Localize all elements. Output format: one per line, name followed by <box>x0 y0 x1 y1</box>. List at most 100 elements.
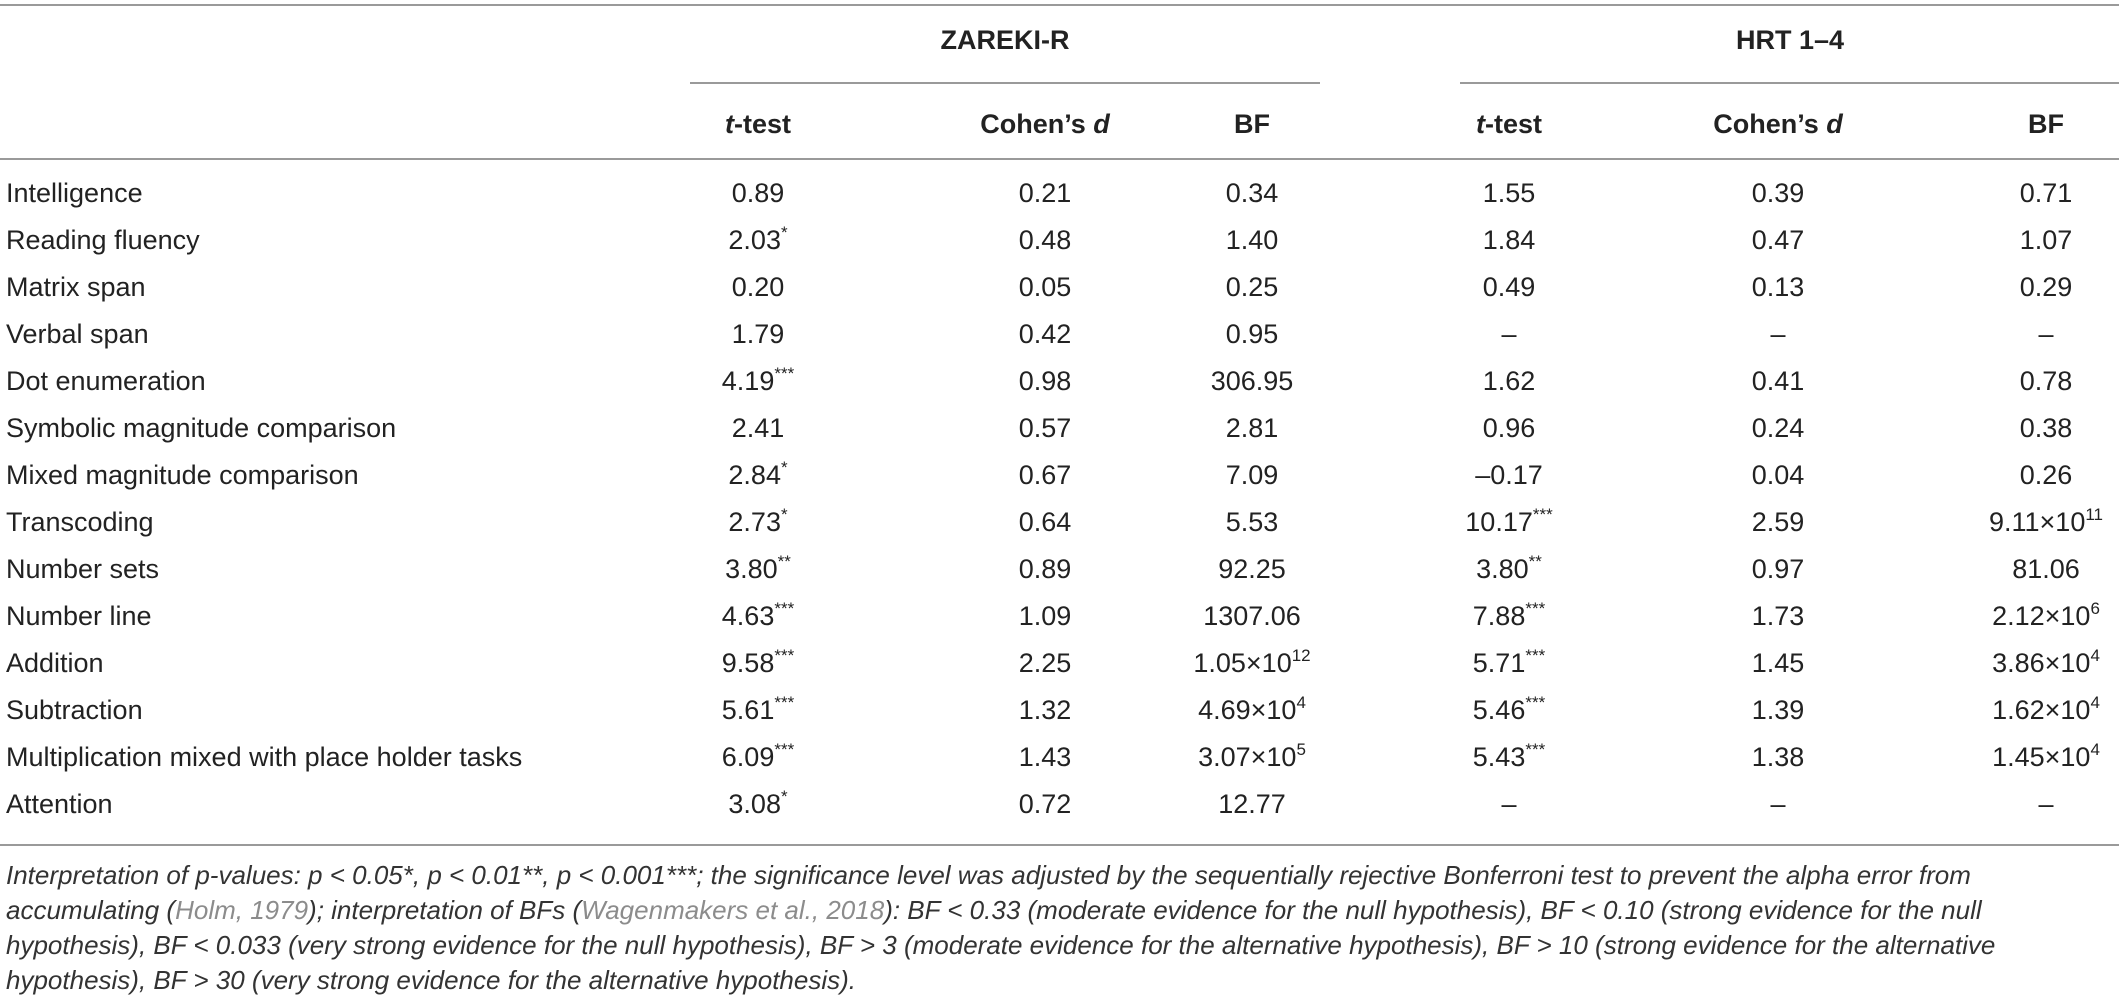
cell-value: 1.07 <box>2019 225 2073 255</box>
cell-value: 0.72 <box>1018 789 1072 819</box>
cell-value: 0.25 <box>1225 272 1279 302</box>
cell-value: 1.43 <box>1018 742 1072 772</box>
cell-superscript: 5 <box>1296 740 1306 759</box>
column-header-italic-tail: d <box>1826 109 1843 139</box>
table-cell: 2.84* <box>648 452 868 499</box>
table-cell: 3.80** <box>648 546 868 593</box>
table-cell: 1.55 <box>1399 170 1619 217</box>
cell-value: 0.38 <box>2019 413 2073 443</box>
group-underline-hrt <box>1460 82 2119 84</box>
table-cell: 0.71 <box>1946 170 2119 217</box>
cell-value: 2.73 <box>728 507 781 537</box>
table-cell: 7.88*** <box>1399 593 1619 640</box>
cell-value: 1.45×10 <box>1992 742 2091 772</box>
cell-superscript: *** <box>1532 505 1553 524</box>
table-row: Number sets 3.80** 0.89 92.25 3.80** 0.97 81.0… <box>0 546 2119 593</box>
table-cell: 0.39 <box>1648 170 1908 217</box>
table-cell: 0.38 <box>1946 405 2119 452</box>
cell-value: 0.47 <box>1751 225 1805 255</box>
cell-value: 2.12×10 <box>1992 601 2091 631</box>
cell-value: 4.19 <box>721 366 775 396</box>
table-cell: 5.53 <box>1137 499 1367 546</box>
cell-value: 3.80 <box>1476 554 1529 584</box>
table-cell: 0.04 <box>1648 452 1908 499</box>
cell-superscript: 12 <box>1291 646 1311 665</box>
cell-value: 1.05×10 <box>1193 648 1292 678</box>
cell-value: 0.64 <box>1018 507 1072 537</box>
table-cell: 306.95 <box>1137 358 1367 405</box>
column-header-text: -test <box>1484 109 1542 139</box>
cell-superscript: *** <box>774 646 795 665</box>
table-row: Number line 4.63*** 1.09 1307.06 7.88*** 1.73… <box>0 593 2119 640</box>
cell-value: – <box>1770 789 1786 819</box>
table-cell: 9.58*** <box>648 640 868 687</box>
cell-superscript: 4 <box>1296 693 1306 712</box>
cell-value: 1307.06 <box>1203 601 1301 631</box>
cell-superscript: *** <box>774 740 795 759</box>
cell-value: 0.96 <box>1482 413 1536 443</box>
cell-value: 81.06 <box>2012 554 2080 584</box>
table-row: Symbolic magnitude comparison 2.41 0.57 2.8… <box>0 405 2119 452</box>
footnote-text-2: ); interpretation of BFs ( <box>308 895 582 925</box>
table-footnote: Interpretation of p-values: p < 0.05*, p… <box>6 858 2114 998</box>
table-cell: – <box>1399 311 1619 358</box>
table-cell: 2.41 <box>648 405 868 452</box>
top-rule <box>0 4 2119 6</box>
table-cell: 2.12×106 <box>1946 593 2119 640</box>
cell-value: 0.67 <box>1018 460 1072 490</box>
cell-superscript: 4 <box>2090 646 2100 665</box>
table-cell: 0.97 <box>1648 546 1908 593</box>
cell-superscript: *** <box>1525 599 1546 618</box>
table-cell: 1.38 <box>1648 734 1908 781</box>
column-header-italic: t <box>1475 109 1485 139</box>
group-underline-zareki <box>690 82 1320 84</box>
table-cell: 0.24 <box>1648 405 1908 452</box>
row-label: Intelligence <box>6 178 143 208</box>
row-label: Mixed magnitude comparison <box>6 460 359 490</box>
cell-value: 0.24 <box>1751 413 1805 443</box>
cell-value: 2.59 <box>1751 507 1805 537</box>
cell-value: –0.17 <box>1475 460 1543 490</box>
table-cell: 0.78 <box>1946 358 2119 405</box>
table-row: Mixed magnitude comparison 2.84* 0.67 7.09 –… <box>0 452 2119 499</box>
cell-value: 0.13 <box>1751 272 1805 302</box>
footnote-ref-holm[interactable]: Holm, 1979 <box>175 895 309 925</box>
cell-superscript: * <box>780 223 788 242</box>
table-cell: 0.25 <box>1137 264 1367 311</box>
footnote-ref-wagenmakers[interactable]: Wagenmakers et al., 2018 <box>581 895 885 925</box>
cell-value: 92.25 <box>1218 554 1286 584</box>
table-cell: 1.32 <box>915 687 1175 734</box>
table-cell: 1.09 <box>915 593 1175 640</box>
cell-value: – <box>2038 789 2054 819</box>
table-cell: 2.81 <box>1137 405 1367 452</box>
cell-value: 10.17 <box>1465 507 1533 537</box>
table-cell: 7.09 <box>1137 452 1367 499</box>
table-cell: 0.49 <box>1399 264 1619 311</box>
table-cell: 0.34 <box>1137 170 1367 217</box>
table-cell: 4.19*** <box>648 358 868 405</box>
cell-superscript: *** <box>1525 740 1546 759</box>
column-header-text: Cohen’s <box>980 109 1094 139</box>
table-cell: 0.96 <box>1399 405 1619 452</box>
column-header-5: Cohen’s d <box>1648 104 1908 144</box>
column-header-italic-tail: d <box>1093 109 1110 139</box>
table-cell: 9.11×1011 <box>1946 499 2119 546</box>
cell-value: 0.21 <box>1018 178 1072 208</box>
table-cell: –0.17 <box>1399 452 1619 499</box>
cell-value: 5.71 <box>1472 648 1526 678</box>
cell-value: 5.43 <box>1472 742 1526 772</box>
table-cell: 1.40 <box>1137 217 1367 264</box>
row-label: Verbal span <box>6 319 149 349</box>
table-cell: 0.72 <box>915 781 1175 828</box>
cell-value: 3.07×10 <box>1198 742 1297 772</box>
cell-superscript: 6 <box>2090 599 2100 618</box>
cell-value: 0.95 <box>1225 319 1279 349</box>
footnote-text-3: ): BF < 0.33 (moderate evidence for the … <box>6 895 1996 995</box>
cell-value: 0.97 <box>1751 554 1805 584</box>
table-cell: 3.08* <box>648 781 868 828</box>
cell-value: 0.05 <box>1018 272 1072 302</box>
cell-value: 2.41 <box>731 413 785 443</box>
table-cell: 0.41 <box>1648 358 1908 405</box>
table-cell: 1.45×104 <box>1946 734 2119 781</box>
table-row: Addition 9.58*** 2.25 1.05×1012 5.71*** 1.45 3… <box>0 640 2119 687</box>
